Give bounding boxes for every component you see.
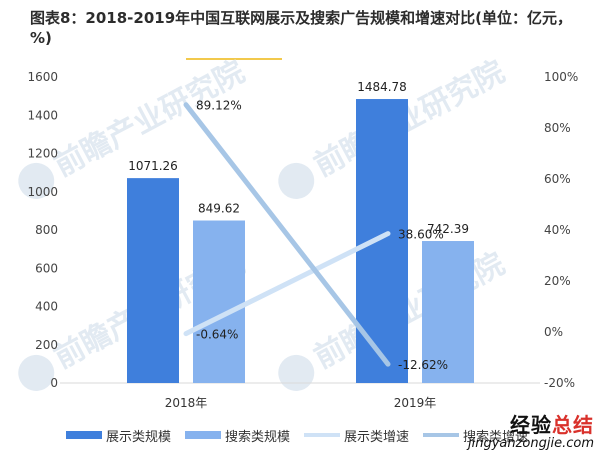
brand-name: 经验总结	[510, 413, 594, 437]
label-layer: 1071.26 1484.78 849.62 742.39 -0.64% 38.60% 89…	[128, 80, 469, 372]
bar-label-1-1: 742.39	[427, 222, 469, 236]
legend-label-display-scale: 展示类规模	[106, 429, 172, 445]
line-point-0-1	[386, 231, 390, 236]
y-left-tick-1600: 1600	[27, 70, 58, 84]
bar-1-0	[193, 220, 245, 383]
watermark-text: 前瞻产业研究院	[309, 246, 511, 375]
y-right-tick-2: 20%	[544, 274, 571, 288]
legend-swatch-display-growth	[304, 433, 341, 437]
bar-label-1-0: 849.62	[198, 202, 240, 216]
line-展示类增速	[183, 231, 391, 337]
x-tick-0: 2018年	[165, 396, 208, 410]
watermark-logo-icon	[18, 354, 55, 391]
watermark-logo-icon	[278, 162, 315, 199]
line-point-1-1	[386, 362, 390, 367]
right-axis: -20% 0% 20% 40% 60% 80% 100%	[544, 70, 578, 390]
brand-url: jingyanzongjie.com	[467, 436, 594, 451]
chart-title: 图表8：2018-2019年中国互联网展示及搜索广告规模和增速对比(单位：亿元，…	[30, 9, 573, 47]
title-underline	[186, 58, 282, 60]
bar-label-0-0: 1071.26	[128, 159, 178, 173]
legend-label-search-growth: 搜索类增速	[463, 429, 529, 445]
y-right-tick-3: 40%	[544, 223, 571, 237]
legend-item-display-scale: 展示类规模	[66, 426, 171, 445]
bar-0-0	[127, 178, 179, 383]
site-watermark-logo: 经验总结 jingyanzongjie.com	[468, 409, 594, 451]
legend-label-search-scale: 搜索类规模	[225, 429, 291, 445]
legend-item-search-scale: 搜索类规模	[185, 426, 290, 445]
y-left-tick-0: 0	[50, 376, 58, 390]
legend-item-search-growth: 搜索类增速	[423, 426, 528, 445]
y-left-tick-1200: 1200	[27, 147, 58, 161]
line-搜索类增速	[183, 102, 391, 367]
legend-item-display-growth: 展示类增速	[304, 426, 409, 445]
y-right-tick-4: 60%	[544, 172, 571, 186]
line-label-0-1: 38.60%	[398, 228, 444, 242]
watermark-logo-icon	[18, 162, 55, 199]
y-left-tick-1000: 1000	[27, 185, 58, 199]
y-right-tick-6: 100%	[544, 70, 578, 84]
watermark-text: 前瞻产业研究院	[309, 54, 511, 183]
line-label-0-0: -0.64%	[196, 328, 238, 342]
y-right-tick-1: 0%	[544, 325, 563, 339]
watermark-logo-icon	[278, 354, 315, 391]
x-axis: 2018年 2019年	[165, 396, 437, 410]
legend-swatch-display-scale	[66, 431, 102, 439]
line-label-1-1: -12.62%	[398, 358, 448, 372]
y-right-tick-5: 80%	[544, 121, 571, 135]
legend-swatch-search-scale	[185, 431, 222, 439]
line-label-1-0: 89.12%	[196, 99, 242, 113]
line-point-1-0	[184, 102, 188, 107]
y-left-tick-200: 200	[35, 338, 58, 352]
y-left-tick-800: 800	[35, 223, 58, 237]
line-point-0-0	[184, 331, 188, 336]
legend: 展示类规模 搜索类规模 展示类增速 搜索类增速	[66, 426, 542, 445]
legend-swatch-search-growth	[423, 433, 460, 437]
y-left-tick-1400: 1400	[27, 108, 58, 122]
line-layer	[183, 102, 391, 367]
y-left-tick-400: 400	[35, 300, 58, 314]
left-axis: 0 200 400 600 800 1000 1200 1400 1600	[27, 70, 58, 390]
bar-label-0-1: 1484.78	[357, 80, 407, 94]
y-right-tick-0: -20%	[544, 376, 575, 390]
y-left-tick-600: 600	[35, 261, 58, 275]
bar-1-1	[422, 241, 474, 383]
x-tick-1: 2019年	[394, 396, 437, 410]
bar-layer	[127, 99, 474, 383]
legend-label-display-growth: 展示类增速	[344, 429, 410, 445]
